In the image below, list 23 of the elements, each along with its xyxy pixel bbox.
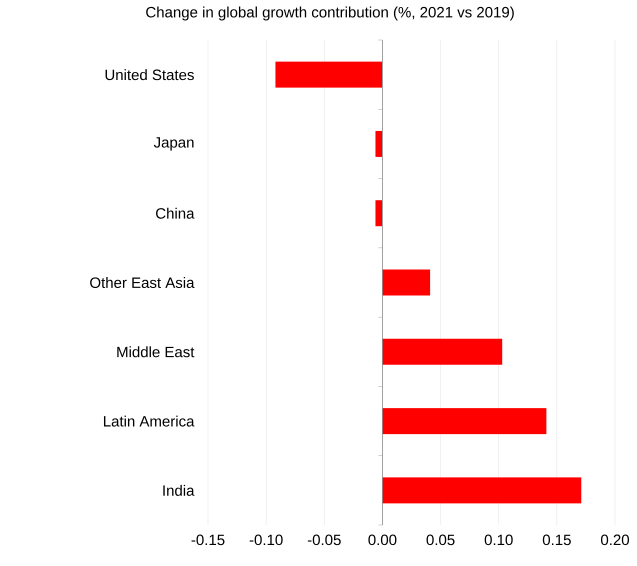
y-tick-label: United States [106,69,194,80]
bar [382,338,502,365]
chart-title: Change in global growth contribution (%, 2021 vs 2019) [146,6,514,20]
bar [382,270,430,296]
x-tick-label: 0.15 [542,534,571,546]
x-tick-label: -0.15 [192,534,224,546]
bar [382,477,582,504]
bar [375,130,382,157]
bar [275,62,382,88]
x-tick-label: 0.20 [600,534,629,546]
x-tick-label: 0.05 [426,534,455,546]
y-tick-label: Other East Asia [90,277,194,288]
y-tick-label: Latin America [104,416,194,427]
bar [375,200,382,226]
y-tick-label: Japan [154,137,194,151]
y-tick-label: Middle East [117,346,194,358]
x-tick-label: 0.00 [368,534,396,546]
bar [382,408,546,434]
y-tick-label: China [156,208,194,219]
y-tick-label: India [163,484,194,496]
x-tick-label: 0.10 [484,534,513,546]
x-tick-label: -0.10 [250,534,283,546]
x-tick-label: -0.05 [308,534,341,546]
